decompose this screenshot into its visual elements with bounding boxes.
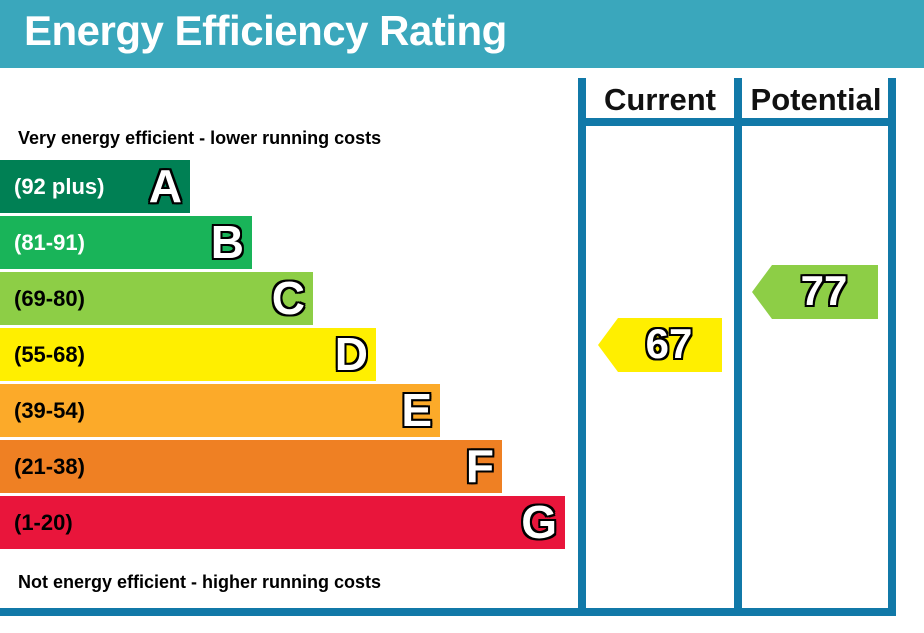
- band-letter-e: E: [400, 383, 433, 436]
- band-range-label: (55-68): [14, 341, 85, 367]
- title-banner: Energy Efficiency Rating: [0, 0, 924, 68]
- current-rating-arrow: 67: [598, 318, 722, 372]
- band-range-label: (81-91): [14, 229, 85, 255]
- rating-band-e: (39-54) E: [0, 384, 440, 437]
- potential-rating-value: 77: [799, 267, 848, 315]
- divider-left-vertical: [578, 78, 586, 616]
- rating-band-a: (92 plus) A: [0, 160, 190, 213]
- band-range-label: (69-80): [14, 285, 85, 311]
- band-letter-c: C: [271, 271, 307, 324]
- band-range-label: (1-20): [14, 509, 73, 535]
- rating-band-b: (81-91) B: [0, 216, 252, 269]
- band-range-label: (39-54): [14, 397, 85, 423]
- rating-band-g: (1-20) G: [0, 496, 565, 549]
- potential-rating-arrow: 77: [752, 265, 878, 319]
- rating-band-c: (69-80) C: [0, 272, 313, 325]
- band-letter-a: A: [148, 159, 184, 212]
- band-letter-g: G: [520, 495, 558, 548]
- caption-very-efficient: Very energy efficient - lower running co…: [18, 128, 382, 148]
- divider-header-horizontal: [578, 118, 896, 126]
- divider-right-vertical: [888, 78, 896, 616]
- rating-band-f: (21-38) F: [0, 440, 502, 493]
- page-title: Energy Efficiency Rating: [24, 7, 507, 54]
- column-header-current: Current: [604, 82, 716, 117]
- divider-bottom-horizontal: [0, 608, 896, 616]
- band-letter-b: B: [210, 215, 246, 268]
- rating-band-d: (55-68) D: [0, 328, 376, 381]
- band-letter-d: D: [334, 327, 370, 380]
- band-letter-f: F: [465, 439, 496, 492]
- band-range-label: (92 plus): [14, 173, 105, 199]
- band-range-label: (21-38): [14, 453, 85, 479]
- caption-not-efficient: Not energy efficient - higher running co…: [18, 572, 382, 592]
- divider-middle-vertical: [734, 78, 742, 616]
- current-rating-value: 67: [644, 320, 693, 368]
- column-header-potential: Potential: [750, 82, 882, 117]
